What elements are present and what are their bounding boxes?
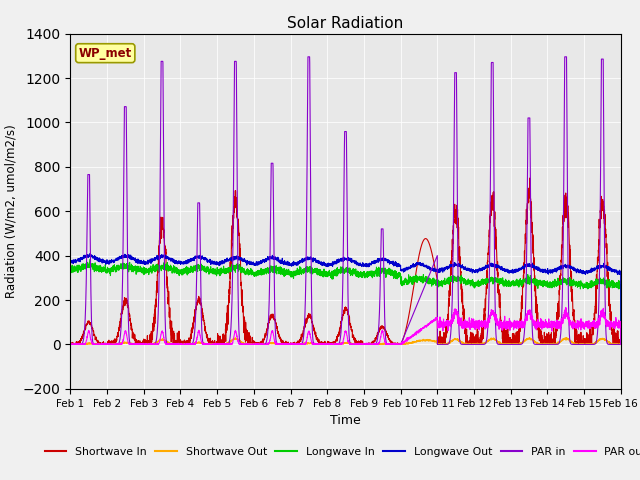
Line: Shortwave In: Shortwave In [70, 178, 621, 345]
Title: Solar Radiation: Solar Radiation [287, 16, 404, 31]
Shortwave Out [616, 342, 624, 348]
Legend: Shortwave In, Shortwave Out, Longwave In, Longwave Out, PAR in, PAR out: Shortwave In, Shortwave Out, Longwave In… [40, 443, 640, 462]
Line: PAR out: PAR out [70, 308, 621, 345]
PAR in [439, 341, 447, 347]
Longwave Out [86, 251, 93, 257]
Shortwave In [325, 342, 333, 348]
Longwave Out [166, 256, 173, 262]
Longwave Out [325, 262, 333, 267]
Longwave Out [617, 342, 625, 348]
Shortwave Out [526, 335, 534, 340]
Y-axis label: Radiation (W/m2, umol/m2/s): Radiation (W/m2, umol/m2/s) [4, 124, 17, 298]
Shortwave Out [500, 341, 508, 347]
Shortwave In [526, 175, 534, 181]
Shortwave Out [469, 341, 477, 347]
Shortwave In [438, 337, 446, 343]
Shortwave In [166, 314, 173, 320]
Line: Longwave Out: Longwave Out [70, 254, 621, 345]
PAR out [166, 341, 173, 347]
PAR in [469, 342, 477, 348]
PAR out [617, 342, 625, 348]
Longwave Out [469, 267, 477, 273]
Longwave Out [67, 258, 74, 264]
Shortwave Out [617, 342, 625, 348]
Shortwave In [616, 342, 624, 348]
Longwave Out [500, 266, 508, 272]
PAR out [562, 305, 570, 311]
PAR in [304, 54, 312, 60]
Longwave In [500, 283, 508, 289]
Longwave In [617, 342, 625, 348]
X-axis label: Time: Time [330, 414, 361, 427]
PAR out [469, 319, 477, 325]
Longwave In [67, 267, 74, 273]
Shortwave Out [325, 341, 333, 347]
Longwave In [469, 281, 477, 287]
PAR out [325, 341, 333, 347]
Shortwave In [469, 336, 477, 342]
PAR in [67, 342, 74, 348]
Longwave Out [616, 271, 624, 276]
Shortwave Out [438, 341, 446, 347]
PAR out [67, 342, 74, 348]
PAR in [616, 342, 624, 348]
Longwave In [166, 264, 173, 270]
Shortwave In [500, 342, 508, 348]
Longwave In [438, 279, 446, 285]
Shortwave In [617, 342, 625, 348]
Longwave In [616, 286, 624, 292]
PAR out [616, 320, 624, 326]
Longwave In [86, 256, 94, 262]
PAR out [438, 323, 446, 328]
Text: WP_met: WP_met [79, 47, 132, 60]
Shortwave In [67, 342, 74, 348]
PAR out [67, 341, 74, 347]
Longwave In [325, 271, 333, 276]
Line: Shortwave Out: Shortwave Out [70, 337, 621, 345]
PAR in [500, 341, 508, 347]
Line: Longwave In: Longwave In [70, 259, 621, 345]
PAR in [166, 341, 173, 347]
PAR in [397, 342, 404, 348]
PAR out [500, 324, 508, 330]
PAR in [325, 341, 333, 347]
Shortwave Out [67, 342, 74, 348]
Shortwave Out [166, 340, 173, 346]
Longwave Out [438, 267, 446, 273]
Line: PAR in: PAR in [70, 57, 621, 345]
PAR in [617, 342, 625, 348]
